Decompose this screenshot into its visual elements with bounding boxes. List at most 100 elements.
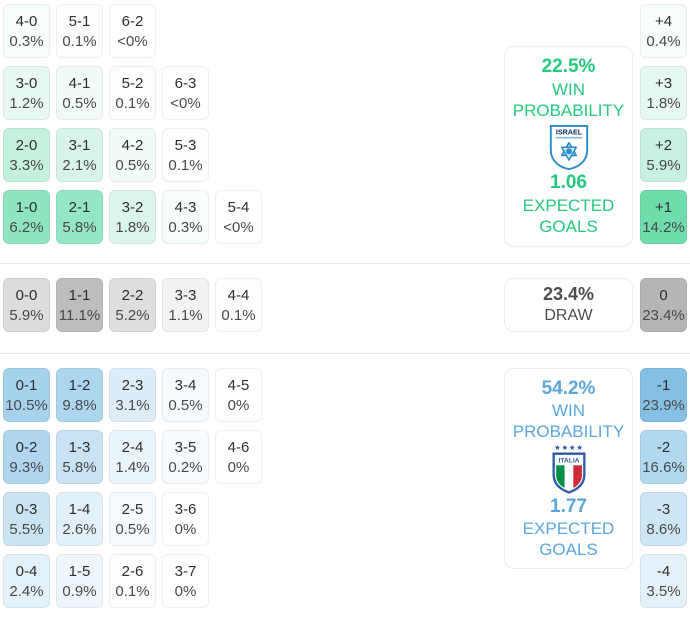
score-cell-5-1[interactable]: 5-1 0.1% xyxy=(56,4,103,58)
italia-badge-label: ITALIA xyxy=(558,457,579,464)
draw-goal-diff-column: 0 23.4% xyxy=(640,278,687,332)
probability: 0.4% xyxy=(646,32,681,50)
score-cell-3-1[interactable]: 3-1 2.1% xyxy=(56,128,103,182)
probability: 6.2% xyxy=(9,218,44,236)
scoreline: 6-2 xyxy=(121,12,144,30)
score-cell-2-2[interactable]: 2-2 5.2% xyxy=(109,278,156,332)
score-cell-5-3[interactable]: 5-3 0.1% xyxy=(162,128,209,182)
score-cell-3-0[interactable]: 3-0 1.2% xyxy=(3,66,50,120)
probability: 9.3% xyxy=(9,458,44,476)
probability: 0.1% xyxy=(221,306,256,324)
probability: 1.2% xyxy=(9,94,44,112)
away-expected-goals-value: 1.77 xyxy=(550,496,587,517)
italia-team-badge-icon: ★★★★ ITALIA xyxy=(552,443,585,494)
probability: 0.5% xyxy=(168,396,203,414)
home-expected-goals-value: 1.06 xyxy=(550,171,587,193)
probability: <0% xyxy=(223,218,254,236)
score-cell-1-3[interactable]: 1-3 5.8% xyxy=(56,430,103,484)
score-row: 0-2 9.3% 1-3 5.8% 2-4 1.4% 3-5 0.2% 4-6 0% xyxy=(3,430,262,484)
israel-badge-label: ISRAEL xyxy=(555,128,582,136)
score-row: 0-1 10.5% 1-2 9.8% 2-3 3.1% 3-4 0.5% 4-5 0% xyxy=(3,368,262,422)
score-cell-4-1[interactable]: 4-1 0.5% xyxy=(56,66,103,120)
probability: 0.1% xyxy=(115,94,150,112)
score-cell-0-1[interactable]: 0-1 10.5% xyxy=(3,368,50,422)
score-cell-5-2[interactable]: 5-2 0.1% xyxy=(109,66,156,120)
goal-diff-cell-plusminus-1[interactable]: +1 14.2% xyxy=(640,190,687,244)
score-cell-0-3[interactable]: 0-3 5.5% xyxy=(3,492,50,546)
divider-top xyxy=(0,263,690,264)
score-cell-2-3[interactable]: 2-3 3.1% xyxy=(109,368,156,422)
scoreline: 0-4 xyxy=(15,562,38,580)
scoreline: 1-5 xyxy=(68,562,91,580)
israel-team-badge-icon: ISRAEL xyxy=(549,124,588,170)
probability: 0.2% xyxy=(168,458,203,476)
scoreline: 2-2 xyxy=(121,286,144,304)
away-expected-goals-label: EXPECTED GOALS xyxy=(522,519,615,559)
score-cell-5-4[interactable]: 5-4 <0% xyxy=(215,190,262,244)
scoreline: 0 xyxy=(659,286,668,304)
probability: 0.5% xyxy=(115,520,150,538)
home-expected-goals-label: EXPECTED GOALS xyxy=(522,196,615,236)
score-cell-0-0[interactable]: 0-0 5.9% xyxy=(3,278,50,332)
score-cell-4-6[interactable]: 4-6 0% xyxy=(215,430,262,484)
scoreline: +3 xyxy=(654,74,673,92)
goal-diff-cell-plusminus-2[interactable]: +2 5.9% xyxy=(640,128,687,182)
score-cell-2-6[interactable]: 2-6 0.1% xyxy=(109,554,156,608)
score-cell-3-2[interactable]: 3-2 1.8% xyxy=(109,190,156,244)
goal-diff-cell-minus-2[interactable]: -2 16.6% xyxy=(640,430,687,484)
score-cell-4-0[interactable]: 4-0 0.3% xyxy=(3,4,50,58)
goal-diff-cell-minus-3[interactable]: -3 8.6% xyxy=(640,492,687,546)
probability: 0.5% xyxy=(115,156,150,174)
score-cell-6-3[interactable]: 6-3 <0% xyxy=(162,66,209,120)
score-cell-1-0[interactable]: 1-0 6.2% xyxy=(3,190,50,244)
goal-diff-cell-plusminus-3[interactable]: +3 1.8% xyxy=(640,66,687,120)
score-cell-1-4[interactable]: 1-4 2.6% xyxy=(56,492,103,546)
score-cell-3-5[interactable]: 3-5 0.2% xyxy=(162,430,209,484)
score-cell-3-7[interactable]: 3-7 0% xyxy=(162,554,209,608)
probability: 0.1% xyxy=(115,582,150,600)
probability: 16.6% xyxy=(642,458,685,476)
goal-diff-cell-plusminus-4[interactable]: +4 0.4% xyxy=(640,4,687,58)
probability: 0.9% xyxy=(62,582,97,600)
score-cell-1-2[interactable]: 1-2 9.8% xyxy=(56,368,103,422)
score-row: 0-0 5.9% 1-1 11.1% 2-2 5.2% 3-3 1.1% 4-4 0.1% xyxy=(3,278,262,332)
goal-diff-cell-0[interactable]: 0 23.4% xyxy=(640,278,687,332)
home-goal-diff-column: +4 0.4% +3 1.8% +2 5.9% +1 14.2% xyxy=(640,4,687,244)
score-cell-3-4[interactable]: 3-4 0.5% xyxy=(162,368,209,422)
scoreline: 5-4 xyxy=(227,198,250,216)
score-row: 0-3 5.5% 1-4 2.6% 2-5 0.5% 3-6 0% xyxy=(3,492,262,546)
scoreline: 5-3 xyxy=(174,136,197,154)
scoreline: 4-6 xyxy=(227,438,250,456)
probability: 1.1% xyxy=(168,306,203,324)
score-cell-0-2[interactable]: 0-2 9.3% xyxy=(3,430,50,484)
probability: 0.3% xyxy=(9,32,44,50)
goal-diff-cell-minus-1[interactable]: -1 23.9% xyxy=(640,368,687,422)
score-cell-4-3[interactable]: 4-3 0.3% xyxy=(162,190,209,244)
score-cell-2-4[interactable]: 2-4 1.4% xyxy=(109,430,156,484)
home-score-grid: 4-0 0.3% 5-1 0.1% 6-2 <0% 3-0 1.2% 4-1 0.5% 5-2 0.1… xyxy=(3,4,262,244)
score-cell-3-6[interactable]: 3-6 0% xyxy=(162,492,209,546)
goal-diff-cell-minus-4[interactable]: -4 3.5% xyxy=(640,554,687,608)
score-cell-2-1[interactable]: 2-1 5.8% xyxy=(56,190,103,244)
probability: 5.5% xyxy=(9,520,44,538)
score-cell-1-5[interactable]: 1-5 0.9% xyxy=(56,554,103,608)
score-cell-4-4[interactable]: 4-4 0.1% xyxy=(215,278,262,332)
probability: 0% xyxy=(174,582,197,600)
score-cell-4-5[interactable]: 4-5 0% xyxy=(215,368,262,422)
scoreline: 0-0 xyxy=(15,286,38,304)
score-cell-1-1[interactable]: 1-1 11.1% xyxy=(56,278,103,332)
svg-text:★★★★: ★★★★ xyxy=(554,443,584,452)
scoreline: 0-2 xyxy=(15,438,38,456)
score-cell-2-0[interactable]: 2-0 3.3% xyxy=(3,128,50,182)
scoreline: 4-4 xyxy=(227,286,250,304)
scoreline: 4-1 xyxy=(68,74,91,92)
score-cell-3-3[interactable]: 3-3 1.1% xyxy=(162,278,209,332)
score-cell-2-5[interactable]: 2-5 0.5% xyxy=(109,492,156,546)
score-cell-6-2[interactable]: 6-2 <0% xyxy=(109,4,156,58)
probability: 1.8% xyxy=(115,218,150,236)
home-win-probability-value: 22.5% xyxy=(541,56,596,77)
scoreline: 3-0 xyxy=(15,74,38,92)
probability: 0.1% xyxy=(168,156,203,174)
score-cell-4-2[interactable]: 4-2 0.5% xyxy=(109,128,156,182)
score-cell-0-4[interactable]: 0-4 2.4% xyxy=(3,554,50,608)
